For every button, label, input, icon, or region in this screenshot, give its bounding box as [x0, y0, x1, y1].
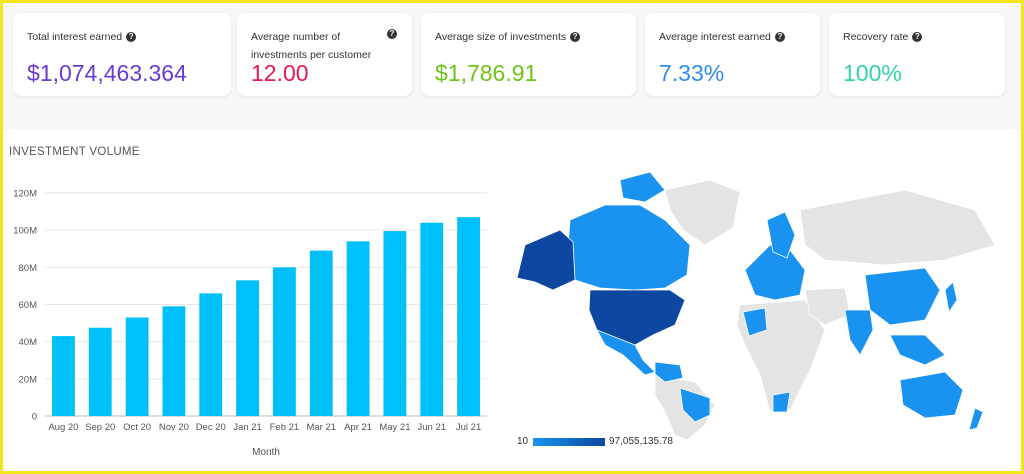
map-region-greenland[interactable]: [664, 179, 741, 246]
map-region-north-africa[interactable]: [742, 307, 768, 337]
kpi-card-avg-interest: Average interest earned? 7.33%: [645, 13, 820, 96]
bar[interactable]: [420, 222, 444, 416]
bar[interactable]: [346, 241, 370, 416]
kpi-value: 7.33%: [659, 60, 725, 86]
kpi-value: 100%: [843, 60, 902, 86]
x-tick-label: Feb 21: [270, 422, 300, 433]
map-region-usa[interactable]: [588, 289, 686, 346]
map-region-canada-islands[interactable]: [619, 171, 666, 203]
question-circle-icon[interactable]: ?: [570, 32, 581, 42]
question-circle-icon[interactable]: ?: [912, 32, 923, 42]
kpi-label: Average size of investments: [435, 31, 567, 43]
map-region-venezuela[interactable]: [654, 361, 684, 383]
bar[interactable]: [51, 336, 75, 416]
map-region-middle-east[interactable]: [804, 287, 851, 326]
y-tick-label: 40M: [19, 337, 38, 348]
y-tick-label: 20M: [19, 374, 38, 385]
bar[interactable]: [272, 267, 296, 416]
x-tick-label: Jul 21: [456, 422, 481, 433]
map-legend-max: 97,055,135.78: [609, 436, 673, 447]
map-region-alaska[interactable]: [516, 229, 576, 291]
kpi-label: Total interest earned: [27, 31, 123, 43]
x-tick-label: Oct 20: [123, 422, 151, 433]
x-tick-label: Jun 21: [417, 422, 446, 433]
map-region-canada[interactable]: [566, 204, 691, 291]
question-circle-icon[interactable]: ?: [126, 32, 137, 42]
kpi-value: $1,786.91: [435, 60, 538, 86]
investment-volume-chart: 0 20M 40M 60M 80M 100M 120M Aug 20 Sep 20 Oct 20 N…: [13, 189, 487, 458]
world-map: [516, 171, 996, 440]
y-tick-label: 80M: [19, 263, 38, 274]
x-tick-label: May 21: [379, 422, 410, 433]
bar[interactable]: [236, 280, 260, 416]
bar[interactable]: [125, 317, 149, 416]
bar[interactable]: [162, 306, 186, 416]
map-region-brazil[interactable]: [679, 387, 711, 423]
map-region-australia[interactable]: [899, 371, 964, 419]
kpi-value: 12.00: [251, 60, 309, 86]
kpi-card-avg-investments-per-customer: Average number of investments per custom…: [237, 13, 412, 96]
map-region-mexico[interactable]: [596, 329, 656, 376]
map-region-japan[interactable]: [944, 281, 958, 314]
x-tick-label: Jan 21: [233, 422, 262, 433]
map-region-china[interactable]: [864, 267, 941, 326]
y-tick-label: 0: [32, 412, 37, 423]
kpi-label: Recovery rate: [843, 31, 909, 43]
map-region-southeast-asia[interactable]: [889, 334, 946, 366]
kpi-card-total-interest: Total interest earned? $1,074,463.364: [13, 13, 231, 96]
map-region-india[interactable]: [844, 309, 874, 356]
bar[interactable]: [88, 327, 112, 416]
x-tick-label: Mar 21: [306, 422, 336, 433]
x-tick-label: Nov 20: [159, 422, 189, 433]
question-circle-icon[interactable]: ?: [387, 29, 397, 39]
map-region-south-africa[interactable]: [772, 391, 791, 413]
map-region-scandinavia[interactable]: [766, 211, 796, 259]
map-legend-gradient: [533, 438, 605, 446]
kpi-card-avg-size: Average size of investments? $1,786.91: [421, 13, 636, 96]
bar[interactable]: [457, 217, 481, 416]
question-circle-icon[interactable]: ?: [774, 32, 785, 42]
x-tick-label: Sep 20: [85, 422, 115, 433]
kpi-value: $1,074,463.364: [27, 60, 187, 86]
bar[interactable]: [309, 250, 333, 416]
y-tick-label: 120M: [13, 189, 37, 200]
map-region-new-zealand[interactable]: [968, 407, 984, 431]
x-tick-label: Apr 21: [344, 422, 372, 433]
kpi-label: Average number of investments per custom…: [251, 31, 372, 61]
chart-title: INVESTMENT VOLUME: [9, 146, 140, 158]
y-tick-label: 100M: [13, 226, 37, 237]
bar[interactable]: [199, 293, 223, 416]
kpi-card-recovery-rate: Recovery rate? 100%: [829, 13, 1005, 96]
x-tick-label: Dec 20: [196, 422, 226, 433]
bar[interactable]: [383, 231, 407, 416]
map-legend-min: 10: [517, 436, 529, 447]
map-region-russia[interactable]: [799, 189, 996, 266]
y-tick-label: 60M: [19, 300, 38, 311]
x-axis-title: Month: [252, 447, 280, 458]
x-tick-label: Aug 20: [48, 422, 78, 433]
kpi-label: Average interest earned: [659, 31, 771, 43]
